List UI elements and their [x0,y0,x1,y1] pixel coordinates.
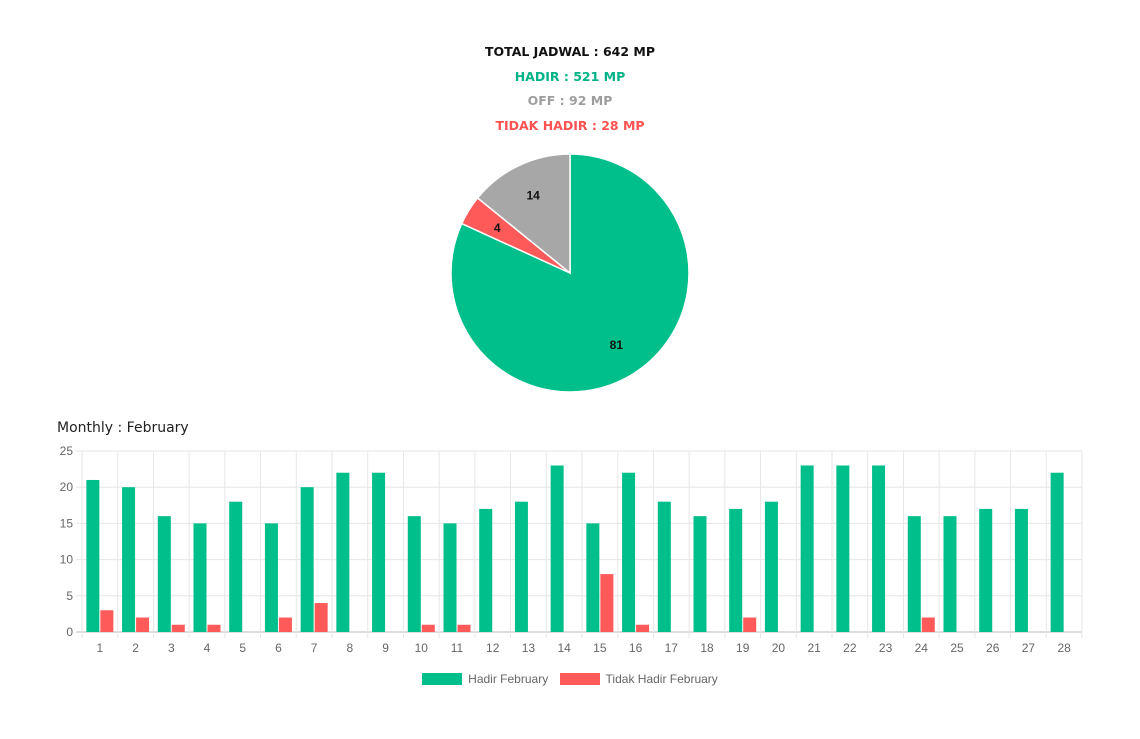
y-tick-label: 0 [66,625,73,639]
bar-hadir[interactable] [550,465,564,632]
x-tick-label: 25 [950,641,964,655]
x-tick-label: 28 [1057,641,1071,655]
attendance-pie-chart: 81 4 14 [450,153,690,393]
bar-tidak-hadir[interactable] [136,617,150,632]
x-tick-label: 1 [97,641,104,655]
bar-hadir[interactable] [1014,508,1028,632]
x-tick-label: 6 [275,641,282,655]
x-tick-label: 9 [382,641,389,655]
bar-hadir[interactable] [1050,472,1064,632]
bar-tidak-hadir[interactable] [100,610,114,632]
bar-hadir[interactable] [836,465,850,632]
bar-hadir[interactable] [479,508,493,632]
bar-hadir[interactable] [122,487,136,632]
pie-slice-label: 14 [526,189,540,203]
bar-hadir[interactable] [229,501,243,632]
x-tick-label: 24 [915,641,929,655]
bar-tidak-hadir[interactable] [171,624,185,632]
bar-tidak-hadir[interactable] [207,624,221,632]
y-tick-label: 10 [60,553,74,567]
bar-hadir[interactable] [979,508,993,632]
bar-hadir[interactable] [300,487,314,632]
x-tick-label: 19 [736,641,750,655]
total-jadwal-label: TOTAL JADWAL : 642 MP [484,44,655,59]
pie-slice[interactable] [476,153,571,275]
x-tick-label: 21 [807,641,821,655]
y-tick-label: 15 [60,516,74,530]
bar-hadir[interactable] [657,501,671,632]
bar-hadir[interactable] [800,465,814,632]
x-tick-label: 22 [843,641,857,655]
bar-tidak-hadir[interactable] [314,603,328,632]
x-tick-label: 12 [486,641,500,655]
y-tick-label: 25 [60,444,74,458]
bar-hadir[interactable] [336,472,350,632]
bar-hadir[interactable] [443,523,457,632]
bar-tidak-hadir[interactable] [636,624,650,632]
bar-hadir[interactable] [372,472,386,632]
legend-item-tidak-hadir[interactable]: Tidak Hadir February [559,671,718,687]
bar-hadir[interactable] [907,516,921,632]
bar-tidak-hadir[interactable] [278,617,292,632]
x-tick-label: 15 [593,641,607,655]
x-tick-label: 11 [451,641,464,655]
x-tick-label: 13 [522,641,536,655]
x-tick-label: 3 [168,641,175,655]
bar-hadir[interactable] [872,465,886,632]
x-tick-label: 14 [557,641,571,655]
y-tick-label: 5 [66,589,73,603]
x-tick-label: 17 [665,641,679,655]
legend-label-tidak-hadir: Tidak Hadir February [605,672,718,687]
bar-hadir[interactable] [264,523,278,632]
legend-label-hadir: Hadir February [468,672,549,687]
x-tick-label: 8 [347,641,354,655]
y-tick-label: 20 [60,480,74,494]
bar-hadir[interactable] [586,523,600,632]
x-tick-label: 10 [415,641,429,655]
x-tick-label: 26 [986,641,1000,655]
x-tick-label: 7 [311,641,318,655]
x-tick-label: 27 [1022,641,1036,655]
x-tick-label: 23 [879,641,893,655]
bar-hadir[interactable] [764,501,778,632]
legend-item-hadir[interactable]: Hadir February [422,671,548,686]
bar-hadir[interactable] [193,523,207,632]
bar-hadir[interactable] [622,472,636,632]
x-tick-label: 18 [700,641,714,655]
pie-slice-label: 81 [610,338,624,352]
x-tick-label: 4 [204,641,211,655]
bar-tidak-hadir[interactable] [743,617,757,632]
monthly-title: Monthly : February [57,420,189,436]
bar-tidak-hadir[interactable] [421,624,435,632]
bar-hadir[interactable] [729,508,743,632]
bar-hadir[interactable] [514,501,528,632]
off-label: OFF : 92 MP [527,93,613,108]
bar-chart-legend: Hadir February Tidak Hadir February [0,671,1140,686]
x-tick-label: 16 [629,641,643,655]
x-tick-label: 20 [772,641,786,655]
legend-swatch-hadir [422,673,463,686]
bar-hadir[interactable] [693,516,707,632]
bar-hadir[interactable] [86,479,100,632]
bar-tidak-hadir[interactable] [600,574,614,632]
bar-tidak-hadir[interactable] [457,624,471,632]
tidak-hadir-label: TIDAK HADIR : 28 MP [495,117,645,133]
legend-swatch-tidak-hadir [559,673,600,686]
pie-slice-label: 4 [494,221,501,235]
hadir-label: HADIR : 521 MP [514,68,626,84]
bar-hadir[interactable] [407,516,421,632]
bar-hadir[interactable] [157,516,171,632]
x-tick-label: 5 [239,641,246,655]
bar-tidak-hadir[interactable] [921,617,935,632]
bar-hadir[interactable] [943,516,957,632]
attendance-summary: TOTAL JADWAL : 642 MP HADIR : 521 MP OFF… [0,44,1140,142]
x-tick-label: 2 [132,641,139,655]
